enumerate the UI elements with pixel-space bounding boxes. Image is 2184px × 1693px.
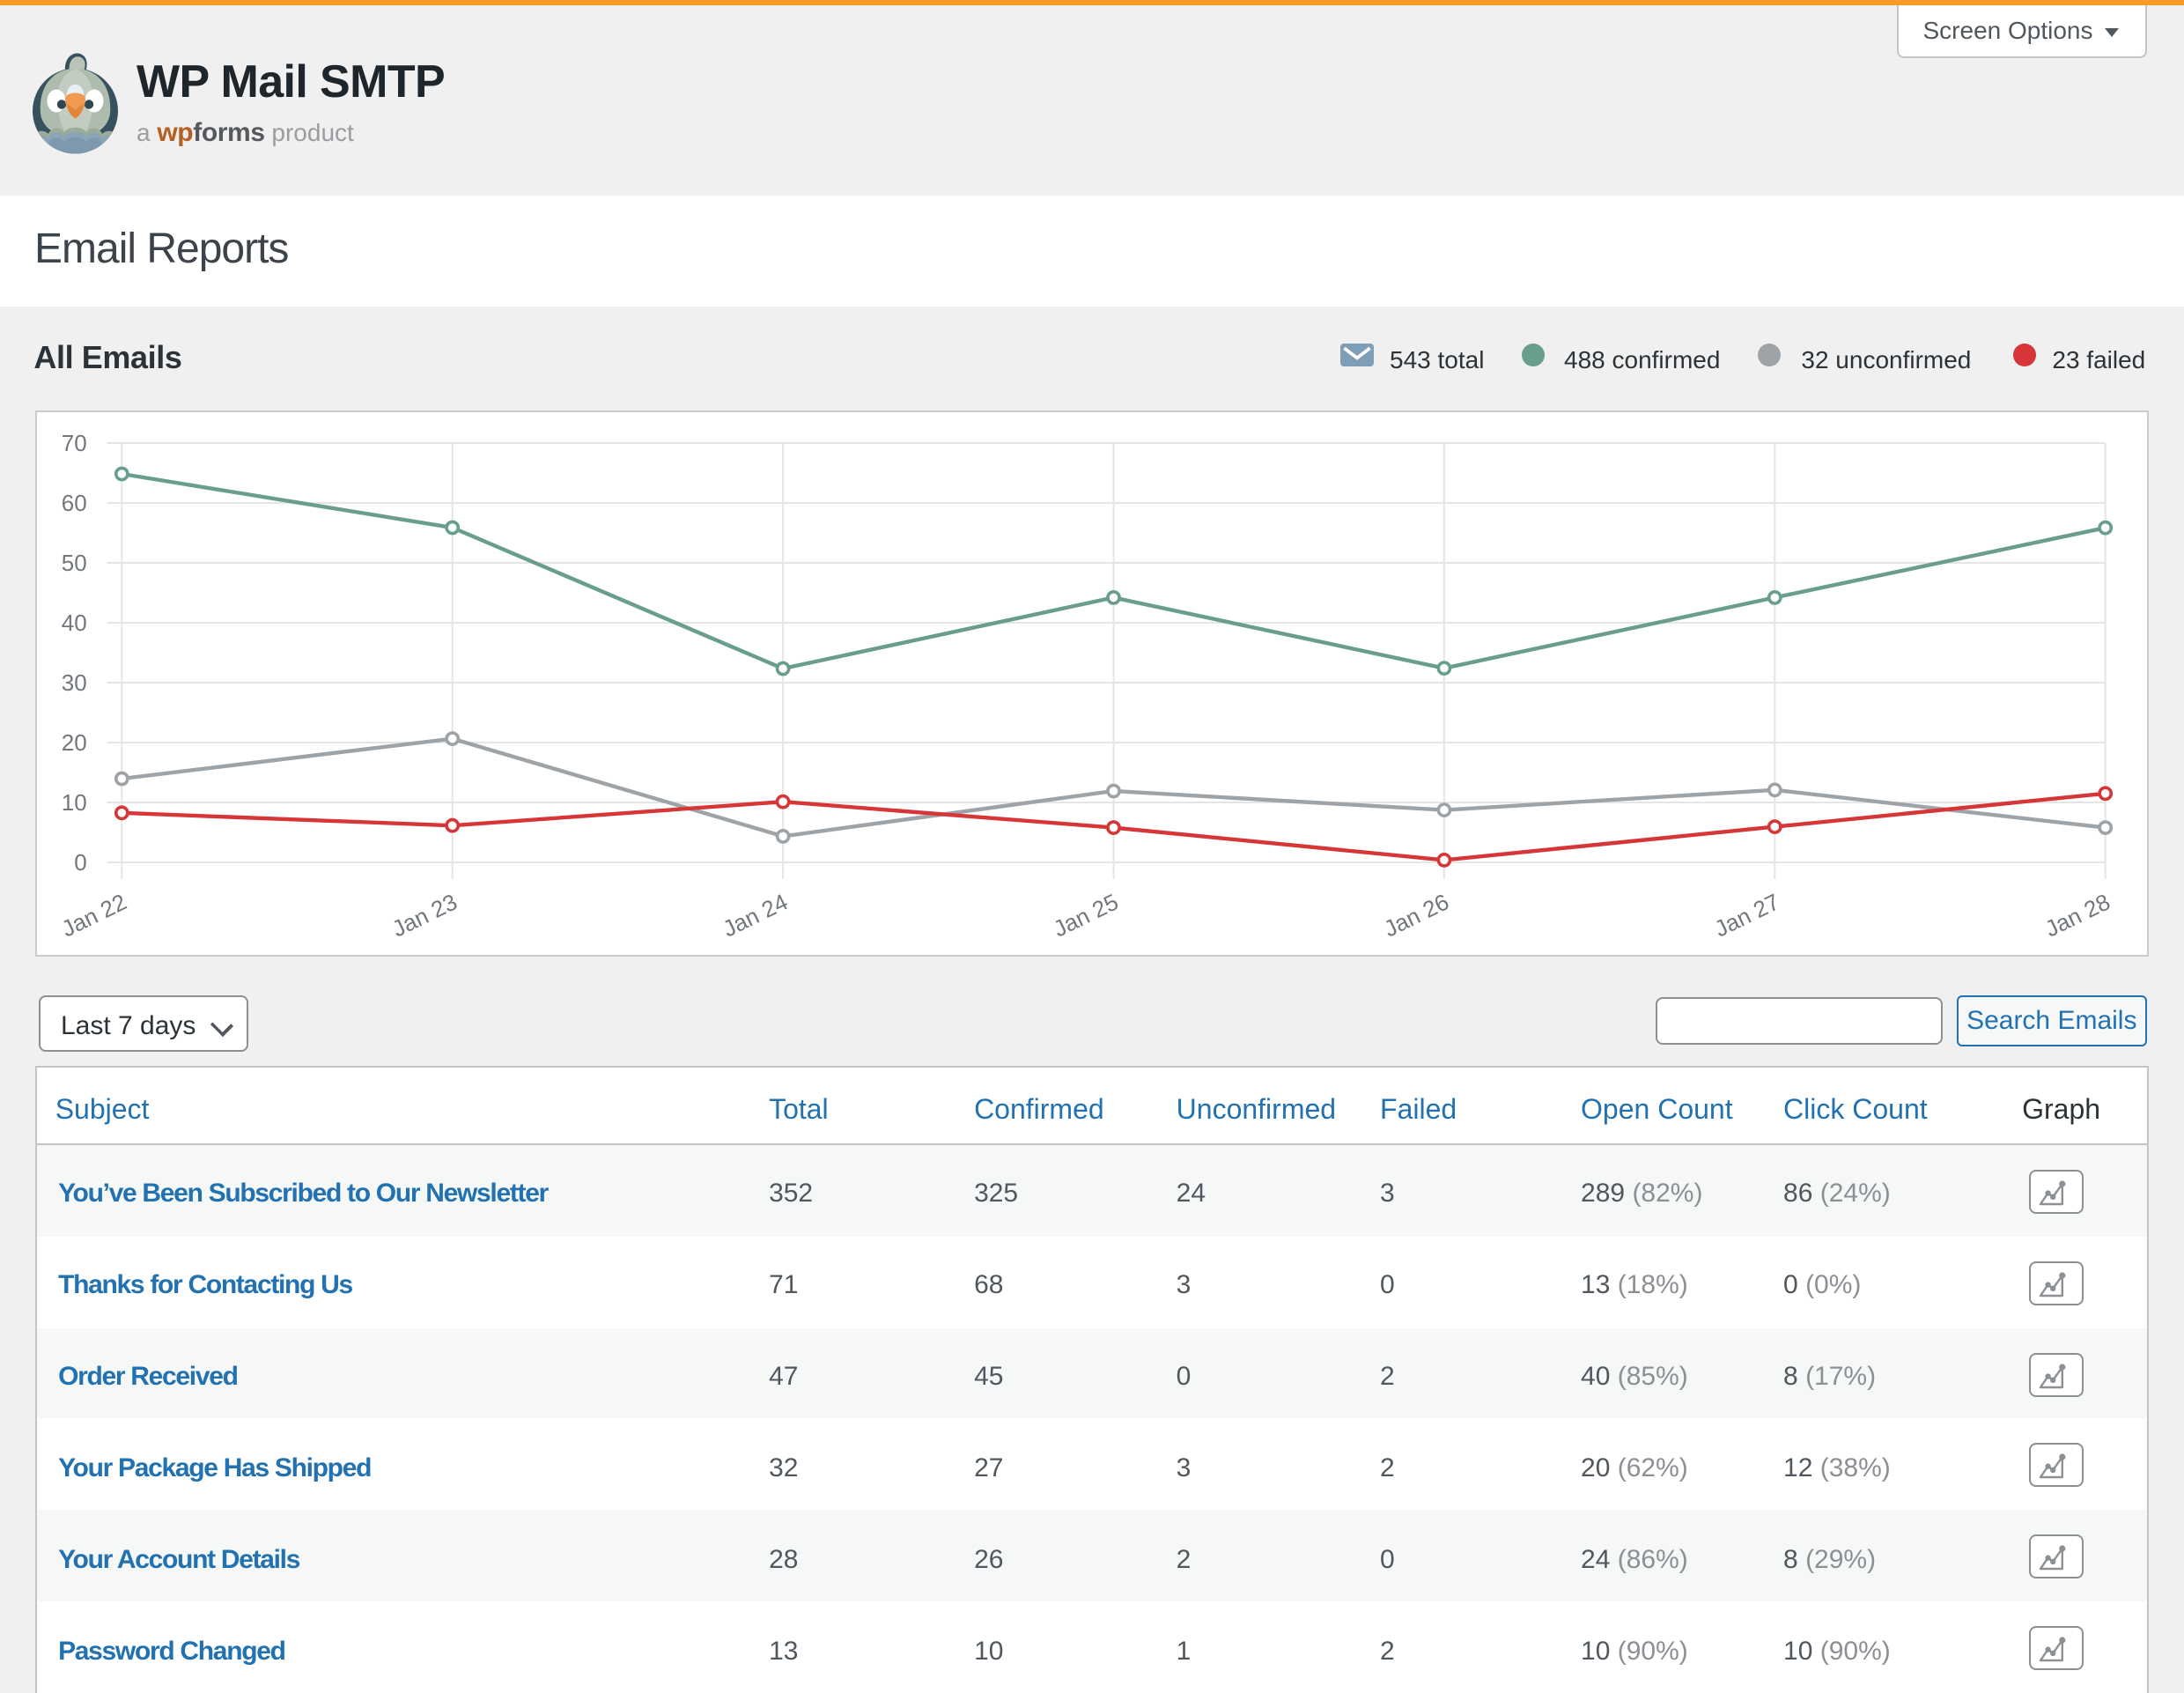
svg-text:0: 0 — [75, 849, 87, 876]
svg-text:40: 40 — [62, 610, 87, 636]
svg-text:70: 70 — [62, 430, 87, 456]
svg-text:Jan 22: Jan 22 — [58, 888, 131, 942]
svg-text:50: 50 — [62, 550, 87, 576]
svg-text:Jan 28: Jan 28 — [2041, 888, 2114, 942]
svg-text:Jan 25: Jan 25 — [1050, 888, 1123, 942]
svg-text:10: 10 — [62, 789, 87, 816]
svg-text:Jan 24: Jan 24 — [719, 888, 792, 942]
svg-text:Jan 23: Jan 23 — [388, 888, 461, 942]
svg-text:Jan 26: Jan 26 — [1380, 888, 1453, 942]
svg-text:60: 60 — [62, 490, 87, 516]
svg-text:30: 30 — [62, 669, 87, 696]
svg-text:20: 20 — [62, 729, 87, 756]
svg-text:Jan 27: Jan 27 — [1711, 888, 1784, 942]
